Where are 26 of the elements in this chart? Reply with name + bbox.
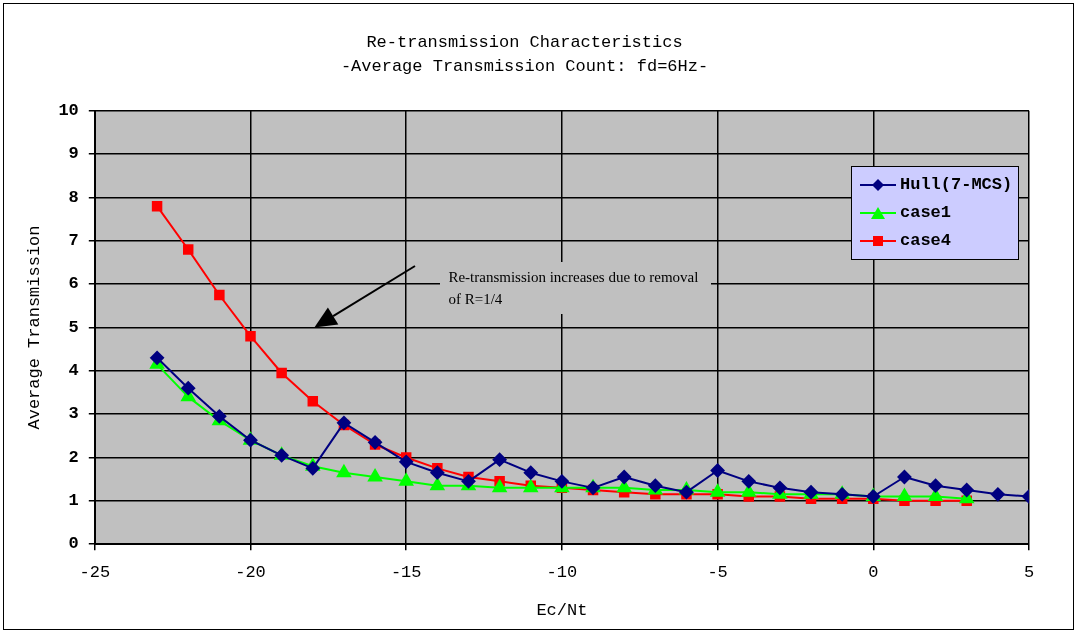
y-tick-label: 1 bbox=[68, 491, 79, 511]
chart-subtitle: -Average Transmission Count: fd=6Hz- bbox=[340, 57, 709, 77]
x-tick-label: 5 bbox=[1023, 562, 1035, 582]
x-tick-label: -15 bbox=[390, 562, 422, 582]
x-tick-label: -10 bbox=[546, 562, 578, 582]
y-tick-label: 6 bbox=[68, 274, 79, 294]
y-tick-label: 2 bbox=[68, 447, 79, 467]
x-tick-label: 0 bbox=[868, 562, 879, 582]
chart-title: Re-transmission Characteristics bbox=[366, 32, 683, 52]
y-tick-label: 4 bbox=[68, 361, 79, 381]
y-tick-label: 0 bbox=[68, 534, 79, 554]
x-tick-label: -5 bbox=[707, 562, 728, 582]
legend-label: Hull(7-MCS) bbox=[900, 175, 1013, 195]
y-tick-label: 10 bbox=[58, 101, 79, 121]
y-tick-label: 8 bbox=[68, 187, 79, 207]
x-tick-label: -20 bbox=[235, 562, 266, 582]
y-tick-label: 3 bbox=[68, 404, 79, 424]
y-tick-label: 5 bbox=[68, 317, 79, 337]
legend-label: case1 bbox=[900, 203, 952, 223]
y-axis-title: Average Transmission bbox=[24, 225, 44, 430]
x-axis-title: Ec/Nt bbox=[536, 601, 588, 621]
legend-label: case4 bbox=[900, 231, 952, 251]
annotation: Re-transmission increases due to removal of R=1/4 bbox=[440, 262, 712, 315]
y-tick-label: 7 bbox=[68, 231, 79, 251]
x-tick-label: -25 bbox=[79, 562, 111, 582]
y-tick-label: 9 bbox=[68, 144, 79, 164]
